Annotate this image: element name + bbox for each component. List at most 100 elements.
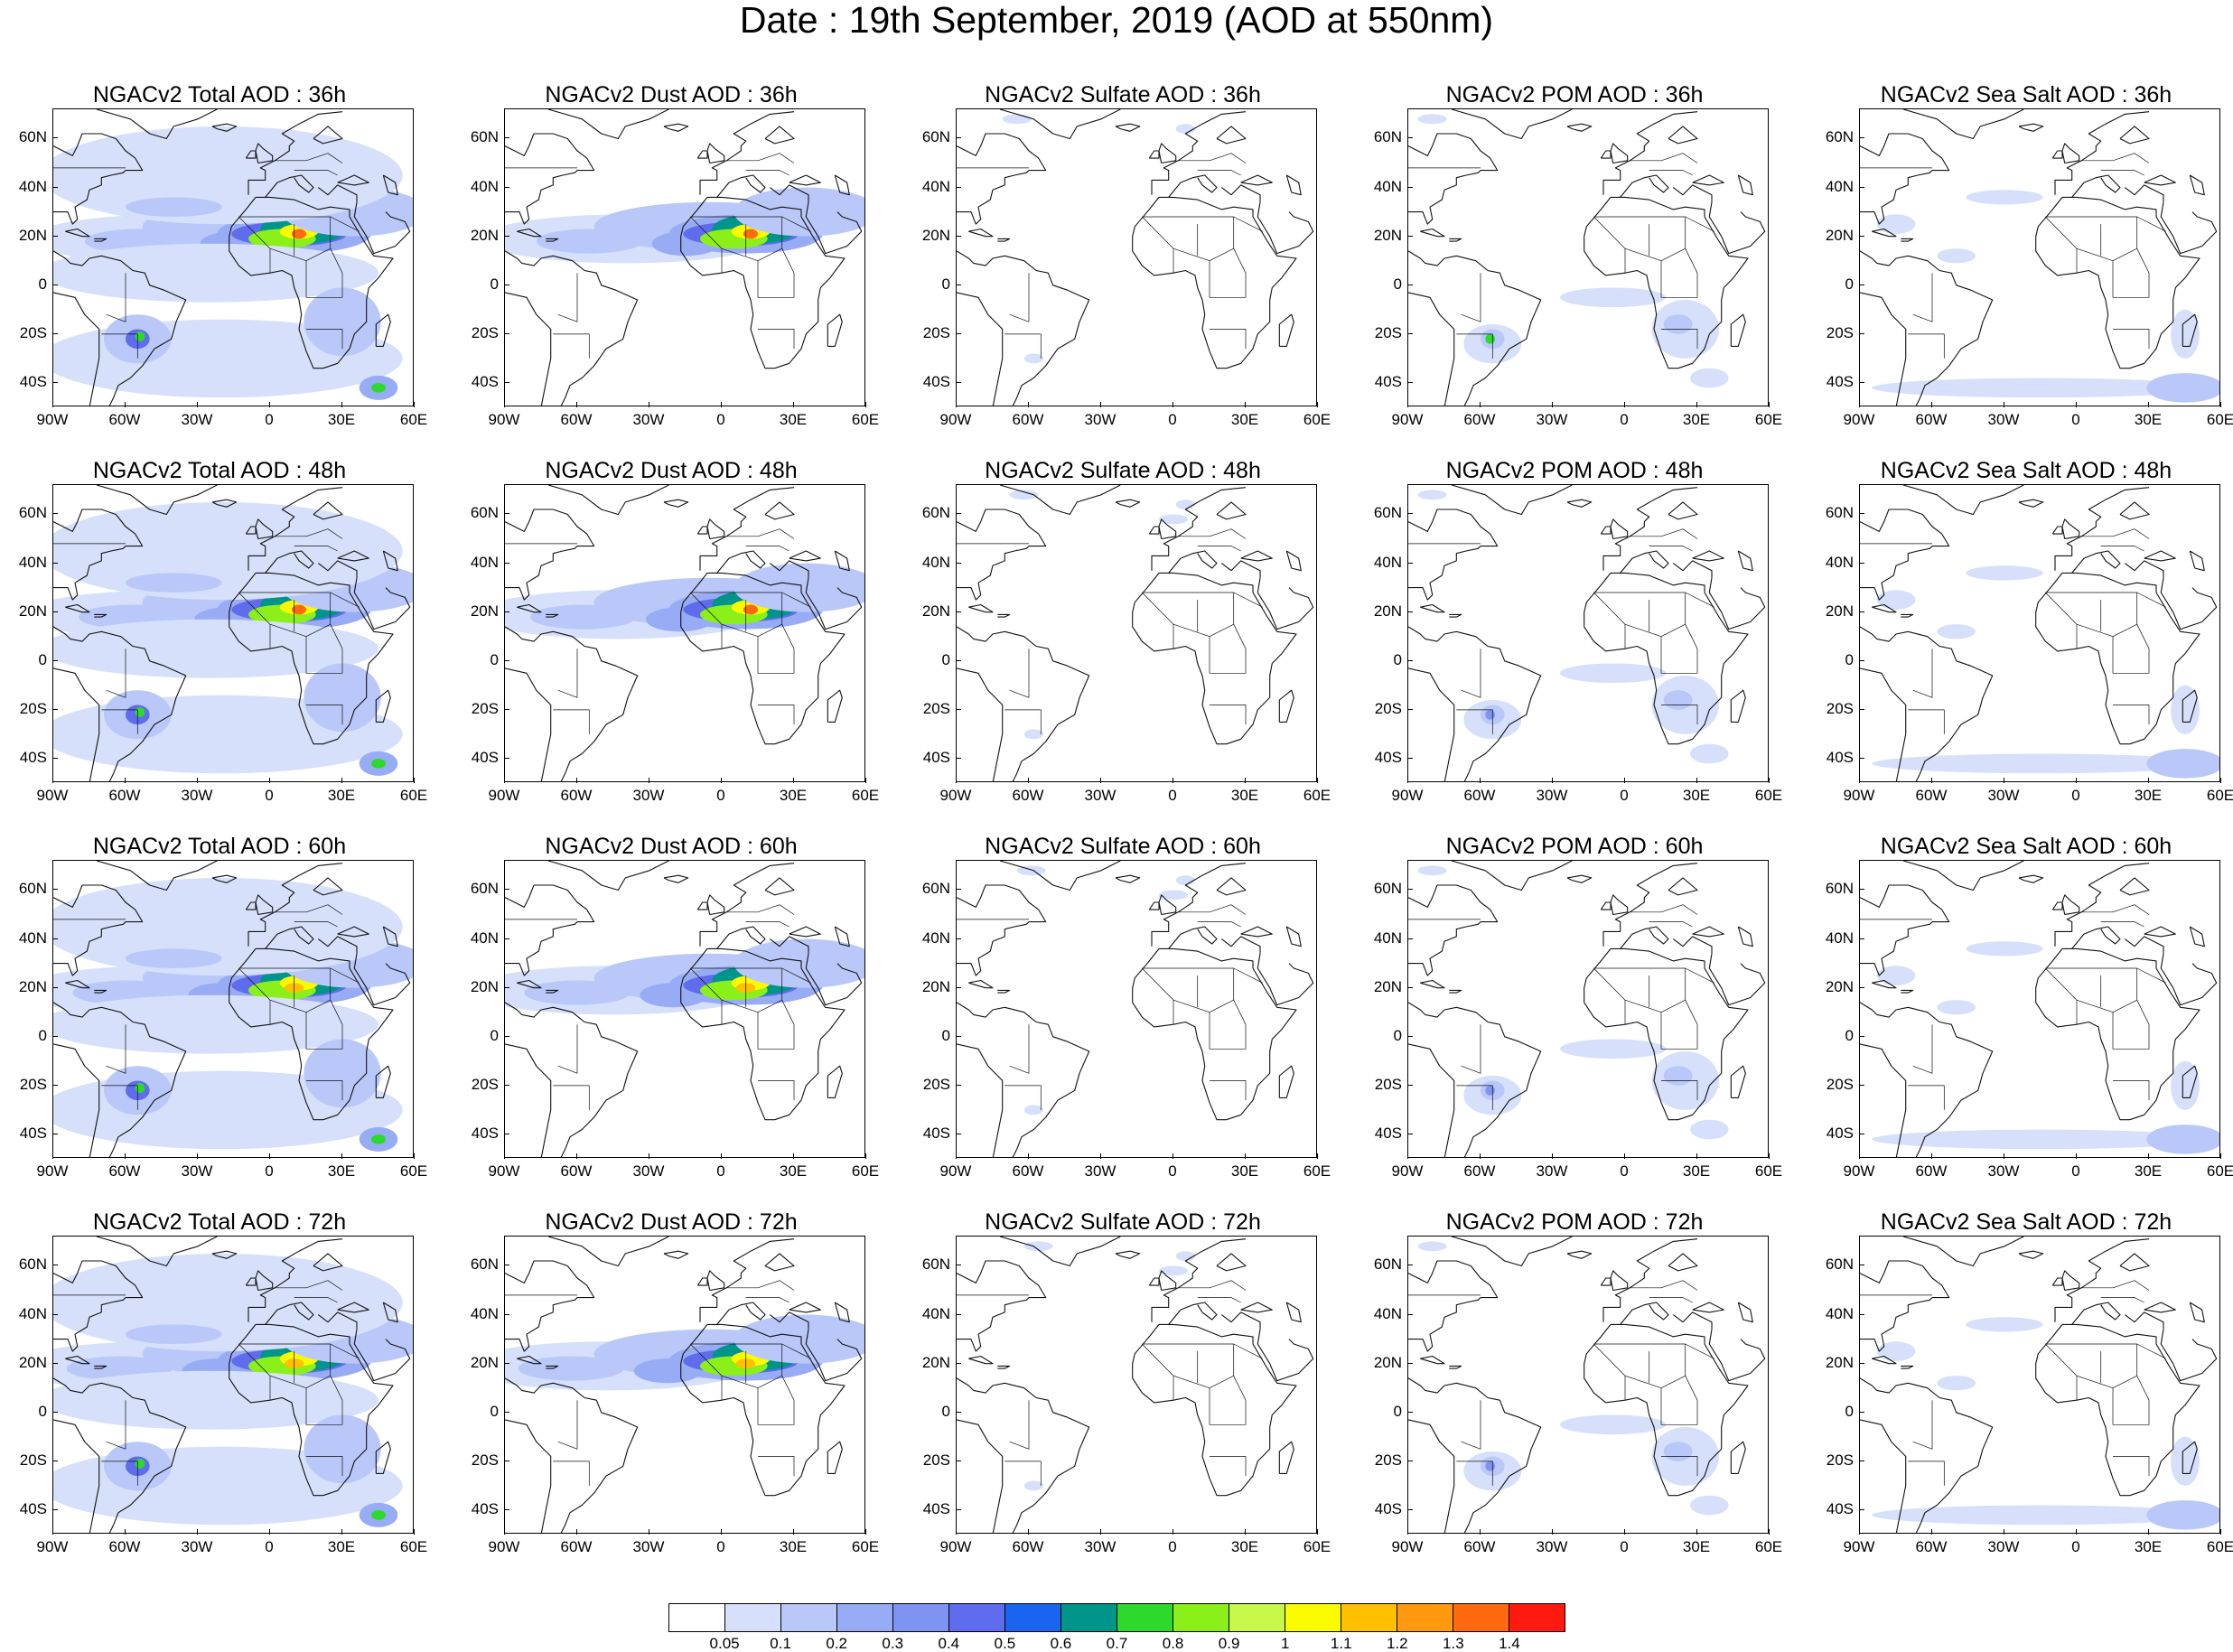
country-border — [1009, 1400, 1030, 1450]
coastline — [353, 201, 411, 255]
lat-tick — [504, 1362, 509, 1364]
coastline — [517, 603, 542, 613]
coastline — [1420, 979, 1445, 989]
coastline — [337, 1302, 369, 1313]
country-border — [1233, 1343, 1263, 1359]
country-border — [294, 170, 338, 176]
lat-tick — [956, 889, 961, 891]
country-border — [106, 1024, 126, 1074]
lat-label: 40S — [1826, 748, 1854, 766]
lon-tick — [269, 402, 270, 407]
coastline — [1860, 884, 1950, 976]
coastline — [663, 123, 689, 132]
lon-label: 60W — [1915, 1538, 1948, 1555]
lat-tick — [956, 1035, 961, 1037]
coastline — [1408, 626, 1542, 781]
aod-field-17 — [304, 663, 381, 733]
coastline — [957, 1002, 1090, 1157]
lon-label: 60W — [1012, 1538, 1044, 1555]
coastline — [1584, 572, 1749, 745]
lon-tick — [576, 1529, 577, 1535]
country-border — [1004, 709, 1042, 734]
coastline — [2189, 926, 2205, 947]
lat-label: 20N — [470, 1353, 499, 1371]
country-border — [1009, 649, 1030, 698]
lat-label: 40N — [18, 553, 47, 571]
lon-tick — [2076, 1153, 2077, 1159]
country-border — [553, 333, 590, 359]
country-border — [1178, 904, 1247, 915]
lon-label: 30E — [327, 411, 356, 428]
coastline — [1737, 550, 1753, 572]
lon-tick — [504, 1529, 505, 1535]
coastline — [769, 1311, 809, 1330]
lon-label: 0 — [716, 411, 725, 428]
coastline — [1600, 901, 1612, 910]
lon-tick — [1100, 1529, 1101, 1535]
coastline — [1168, 174, 1218, 198]
coastline — [2119, 877, 2150, 896]
country-border — [1593, 967, 1686, 1013]
coastline — [1240, 550, 1273, 562]
lon-tick — [956, 402, 957, 407]
map-panel-pom-60h: NGACv2 POM AOD : 60h 60N 40N 20N 0 20S 40S 90W 6… — [1374, 833, 1782, 1203]
coastline — [229, 196, 394, 369]
country-border — [1649, 170, 1693, 176]
map-plot-area — [504, 108, 865, 406]
lon-label: 30E — [2134, 1162, 2163, 1180]
lon-label: 60E — [399, 787, 428, 804]
lat-tick — [956, 186, 961, 188]
map-svg — [53, 1237, 413, 1533]
coastline — [53, 292, 100, 406]
lat-label: 0 — [1845, 275, 1854, 293]
map-panel-seasalt-36h: NGACv2 Sea Salt AOD : 36h 60N 40N 20N 0 20S 40… — [1826, 81, 2233, 452]
lat-tick — [504, 1411, 509, 1413]
lon-tick — [793, 402, 794, 407]
coastline — [375, 1441, 391, 1474]
lon-tick — [52, 1153, 53, 1159]
lon-label: 60E — [2206, 787, 2233, 804]
map-svg — [957, 109, 1316, 406]
country-border — [2045, 592, 2138, 638]
lat-label: 20S — [19, 1075, 47, 1093]
coastline — [229, 947, 394, 1121]
lat-label: 60N — [1373, 1255, 1402, 1274]
country-border — [758, 1456, 795, 1477]
coastline — [1737, 174, 1753, 196]
lon-tick — [414, 1153, 415, 1159]
lon-tick — [269, 1153, 270, 1159]
coastline — [834, 1302, 850, 1323]
country-border — [745, 170, 789, 176]
coastline — [1872, 603, 1897, 613]
coastline — [1115, 499, 1141, 508]
coastline — [2018, 123, 2044, 132]
coastline — [999, 1237, 1121, 1267]
lon-label: 60W — [1915, 411, 1948, 428]
coastline — [1278, 1441, 1294, 1474]
lat-tick — [1859, 1411, 1864, 1413]
map-panel-total-60h: NGACv2 Total AOD : 60h 60N 40N 20N 0 20S 40S 90… — [19, 833, 427, 1203]
aod-field-2 — [518, 1356, 624, 1381]
coastline — [245, 526, 257, 535]
lat-label: 20N — [921, 602, 950, 620]
aod-field-0 — [1966, 941, 2043, 957]
lat-tick — [504, 708, 509, 710]
lat-label: 60N — [18, 880, 47, 898]
coastline — [265, 174, 314, 198]
lat-label: 40S — [19, 1124, 47, 1142]
aod-field-9 — [292, 229, 306, 239]
lat-label: 20N — [921, 977, 950, 995]
coastline — [505, 667, 552, 781]
lat-label: 0 — [38, 1026, 47, 1044]
coastline — [1860, 1002, 1994, 1157]
lon-tick — [1624, 402, 1625, 407]
country-border — [726, 904, 795, 915]
lat-tick — [1859, 1362, 1864, 1364]
coastline — [957, 1419, 1004, 1533]
coastline — [1408, 667, 1455, 781]
country-border — [1456, 1085, 1493, 1110]
coastline — [1860, 1377, 1994, 1533]
lon-tick — [2220, 402, 2221, 407]
lon-tick — [2076, 402, 2077, 407]
country-border — [101, 1085, 138, 1110]
